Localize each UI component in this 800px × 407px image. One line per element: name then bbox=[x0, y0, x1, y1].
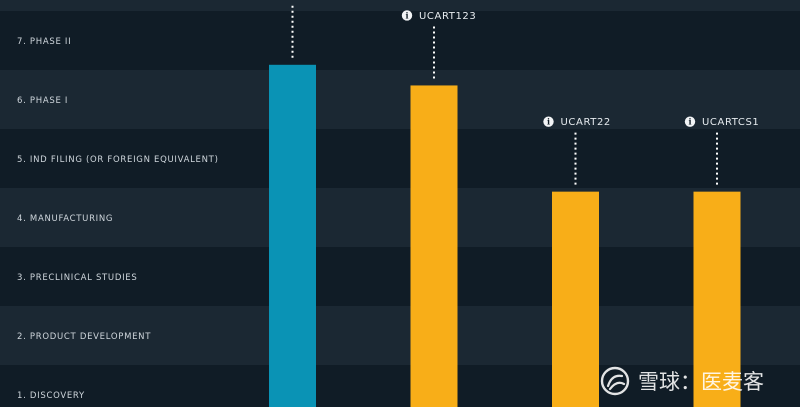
bar-label-ucart123: UCART123 bbox=[419, 11, 476, 22]
snowball-logo-icon bbox=[600, 366, 630, 396]
bars bbox=[269, 64, 741, 407]
info-icon: i bbox=[684, 116, 696, 127]
bar-labels: iUCART19iUCART123iUCART22iUCARTCS1 bbox=[278, 0, 759, 128]
stage-label-7: 7. PHASE II bbox=[17, 37, 71, 47]
bar-ucartcs1 bbox=[693, 191, 741, 407]
stage-band-2 bbox=[0, 306, 800, 365]
stage-label-6: 6. PHASE I bbox=[17, 96, 68, 106]
bar-ucart22 bbox=[552, 191, 599, 407]
bar-ucart19 bbox=[269, 64, 316, 407]
info-icon: i bbox=[543, 116, 554, 127]
stage-label-1: 1. DISCOVERY bbox=[17, 391, 85, 401]
watermark-text: 雪球：医麦客 bbox=[638, 370, 764, 394]
bar-ucart123 bbox=[410, 85, 458, 407]
stage-label-2: 2. PRODUCT DEVELOPMENT bbox=[17, 332, 151, 342]
stage-band-5 bbox=[0, 129, 800, 188]
band-top-edge bbox=[0, 0, 800, 11]
stage-band-6 bbox=[0, 70, 800, 129]
stage-band-3 bbox=[0, 247, 800, 306]
stage-label-3: 3. PRECLINICAL STUDIES bbox=[17, 273, 137, 283]
stage-labels: 1. DISCOVERY 2. PRODUCT DEVELOPMENT 3. PRE… bbox=[17, 37, 219, 401]
bar-label-ucartcs1: UCARTCS1 bbox=[702, 117, 759, 128]
svg-text:i: i bbox=[688, 117, 691, 127]
svg-text:i: i bbox=[405, 10, 408, 20]
bar-label-ucart19: UCART19 bbox=[278, 0, 328, 1]
stage-band-7 bbox=[0, 11, 800, 70]
stage-band-1 bbox=[0, 365, 800, 407]
stage-label-4: 4. MANUFACTURING bbox=[17, 214, 113, 224]
stage-label-5: 5. IND FILING (OR FOREIGN EQUIVALENT) bbox=[17, 155, 219, 165]
watermark: 雪球：医麦客 bbox=[600, 366, 764, 396]
bar-label-ucart22: UCART22 bbox=[561, 117, 611, 128]
stage-band-4 bbox=[0, 188, 800, 247]
leader-lines bbox=[291, 5, 718, 187]
info-icon: i bbox=[401, 10, 413, 21]
svg-text:i: i bbox=[547, 117, 550, 127]
